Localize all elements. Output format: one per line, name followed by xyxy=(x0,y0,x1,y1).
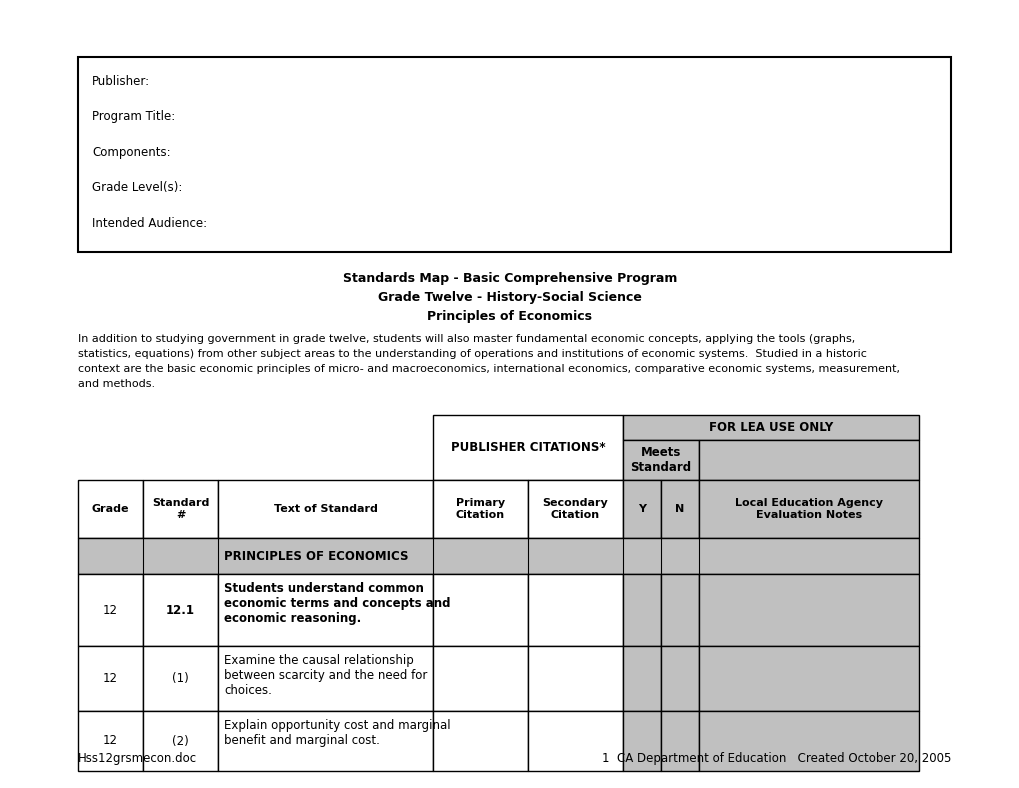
Text: Intended Audience:: Intended Audience: xyxy=(92,217,207,230)
Bar xyxy=(433,711,528,771)
Text: Hss12grsmecon.doc: Hss12grsmecon.doc xyxy=(77,752,197,765)
Bar xyxy=(660,574,698,646)
Bar xyxy=(660,646,698,711)
Bar xyxy=(528,480,623,538)
Text: N: N xyxy=(675,504,684,514)
Text: Text of Standard: Text of Standard xyxy=(273,504,377,514)
Bar xyxy=(77,480,143,538)
Bar xyxy=(218,480,433,538)
Bar xyxy=(77,415,433,480)
Text: PRINCIPLES OF ECONOMICS: PRINCIPLES OF ECONOMICS xyxy=(224,549,408,563)
Bar xyxy=(528,711,623,771)
Text: Publisher:: Publisher: xyxy=(92,75,150,88)
Text: PUBLISHER CITATIONS*: PUBLISHER CITATIONS* xyxy=(450,441,604,454)
Text: Explain opportunity cost and marginal
benefit and marginal cost.: Explain opportunity cost and marginal be… xyxy=(224,719,450,747)
Bar xyxy=(433,480,528,538)
Text: In addition to studying government in grade twelve, students will also master fu: In addition to studying government in gr… xyxy=(77,334,854,344)
Bar xyxy=(528,646,623,711)
Bar xyxy=(77,57,950,252)
Text: Grade Twelve - History-Social Science: Grade Twelve - History-Social Science xyxy=(378,291,641,304)
Text: Standards Map - Basic Comprehensive Program: Standards Map - Basic Comprehensive Prog… xyxy=(342,272,677,285)
Text: Grade: Grade xyxy=(92,504,129,514)
Text: and methods.: and methods. xyxy=(77,379,155,389)
Bar xyxy=(433,574,528,646)
Bar xyxy=(143,646,218,711)
Bar xyxy=(698,440,918,480)
Text: Grade Level(s):: Grade Level(s): xyxy=(92,181,182,195)
Text: (1): (1) xyxy=(172,672,189,685)
Bar xyxy=(218,574,433,646)
Text: Standard
#: Standard # xyxy=(152,498,209,520)
Bar xyxy=(433,646,528,711)
Bar xyxy=(623,440,698,480)
Text: Students understand common
economic terms and concepts and
economic reasoning.: Students understand common economic term… xyxy=(224,582,450,625)
Text: 12: 12 xyxy=(103,672,118,685)
Bar xyxy=(143,480,218,538)
Bar xyxy=(77,574,143,646)
Bar xyxy=(143,711,218,771)
Bar xyxy=(698,480,918,538)
Text: Program Title:: Program Title: xyxy=(92,110,175,124)
Bar xyxy=(623,574,660,646)
Bar xyxy=(143,574,218,646)
Text: 12: 12 xyxy=(103,604,118,616)
Text: context are the basic economic principles of micro- and macroeconomics, internat: context are the basic economic principle… xyxy=(77,364,899,374)
Text: FOR LEA USE ONLY: FOR LEA USE ONLY xyxy=(708,421,833,434)
Bar xyxy=(623,711,660,771)
Bar xyxy=(660,480,698,538)
Bar xyxy=(698,646,918,711)
Text: Examine the causal relationship
between scarcity and the need for
choices.: Examine the causal relationship between … xyxy=(224,654,427,697)
Bar xyxy=(698,574,918,646)
Text: Secondary
Citation: Secondary Citation xyxy=(542,498,607,520)
Bar xyxy=(218,711,433,771)
Bar xyxy=(698,711,918,771)
Bar xyxy=(623,480,660,538)
Bar xyxy=(77,646,143,711)
Bar xyxy=(218,646,433,711)
Bar xyxy=(528,574,623,646)
Bar xyxy=(623,646,660,711)
Text: Y: Y xyxy=(637,504,645,514)
Bar xyxy=(77,415,433,480)
Bar xyxy=(77,711,143,771)
Bar xyxy=(433,415,623,480)
Text: Local Education Agency
Evaluation Notes: Local Education Agency Evaluation Notes xyxy=(735,498,882,520)
Text: 1  CA Department of Education   Created October 20, 2005: 1 CA Department of Education Created Oct… xyxy=(601,752,950,765)
Bar xyxy=(623,415,918,440)
Text: Primary
Citation: Primary Citation xyxy=(455,498,504,520)
Text: 12: 12 xyxy=(103,734,118,748)
Bar xyxy=(660,711,698,771)
Text: statistics, equations) from other subject areas to the understanding of operatio: statistics, equations) from other subjec… xyxy=(77,349,866,359)
Text: (2): (2) xyxy=(172,734,189,748)
Bar xyxy=(77,538,918,574)
Text: Meets
Standard: Meets Standard xyxy=(630,446,691,474)
Text: Principles of Economics: Principles of Economics xyxy=(427,310,592,323)
Text: Components:: Components: xyxy=(92,146,170,159)
Text: 12.1: 12.1 xyxy=(166,604,195,616)
